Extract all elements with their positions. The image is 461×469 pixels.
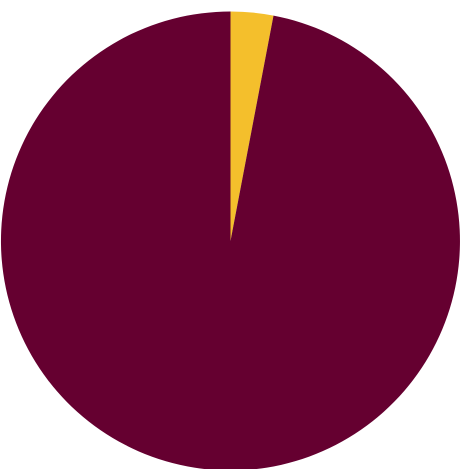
pie-slice-2	[1, 11, 460, 469]
pie-slice-1	[230, 11, 274, 241]
